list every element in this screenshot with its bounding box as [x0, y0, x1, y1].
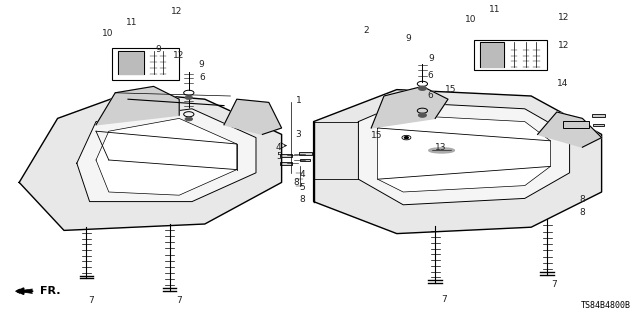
Polygon shape [378, 115, 550, 192]
FancyBboxPatch shape [280, 162, 292, 165]
Text: 4: 4 [300, 170, 305, 179]
Text: 5: 5 [300, 183, 305, 192]
Polygon shape [358, 102, 570, 205]
Polygon shape [480, 42, 504, 67]
FancyBboxPatch shape [299, 152, 312, 155]
Polygon shape [118, 51, 144, 74]
Ellipse shape [429, 148, 454, 153]
Text: 12: 12 [558, 41, 570, 50]
Text: 2: 2 [363, 26, 369, 35]
Text: TS84B4800B: TS84B4800B [580, 301, 630, 310]
Text: 11: 11 [489, 5, 500, 14]
Text: 11: 11 [126, 18, 138, 27]
Text: 15: 15 [371, 132, 383, 140]
Text: 9: 9 [198, 60, 204, 69]
Text: 12: 12 [173, 51, 184, 60]
Text: 8: 8 [300, 196, 305, 204]
Polygon shape [96, 118, 237, 195]
Text: 10: 10 [102, 29, 114, 38]
Text: 7: 7 [88, 296, 94, 305]
Polygon shape [224, 99, 282, 134]
Text: 12: 12 [558, 13, 570, 22]
Text: 6: 6 [428, 71, 433, 80]
Text: 7: 7 [551, 280, 557, 289]
Circle shape [185, 96, 193, 100]
Polygon shape [19, 93, 282, 230]
Polygon shape [77, 109, 256, 202]
Text: 5: 5 [276, 152, 282, 161]
Text: 8: 8 [579, 196, 585, 204]
Text: 6: 6 [428, 92, 433, 100]
Bar [112, 48, 179, 80]
Text: 10: 10 [465, 15, 477, 24]
Circle shape [185, 117, 193, 121]
FancyBboxPatch shape [593, 124, 604, 126]
FancyBboxPatch shape [280, 154, 292, 157]
Polygon shape [371, 86, 448, 128]
Text: 6: 6 [200, 73, 205, 82]
Text: 3: 3 [296, 130, 301, 139]
Text: 12: 12 [171, 7, 182, 16]
Polygon shape [96, 86, 179, 125]
Text: 4: 4 [276, 143, 282, 152]
Circle shape [404, 137, 408, 139]
Text: 7: 7 [441, 295, 447, 304]
Polygon shape [314, 90, 602, 234]
Circle shape [419, 86, 426, 90]
Text: 13: 13 [435, 143, 447, 152]
Circle shape [419, 113, 426, 117]
Text: FR.: FR. [40, 286, 60, 296]
Text: 1: 1 [296, 96, 301, 105]
Bar [474, 40, 547, 70]
FancyBboxPatch shape [592, 114, 605, 117]
Polygon shape [538, 112, 602, 147]
FancyBboxPatch shape [300, 159, 310, 161]
Text: 9: 9 [429, 54, 435, 63]
Text: 7: 7 [177, 296, 182, 305]
Text: 8: 8 [579, 208, 585, 217]
Text: 9: 9 [156, 45, 161, 54]
Text: 14: 14 [557, 79, 568, 88]
Text: 8: 8 [294, 178, 300, 187]
FancyBboxPatch shape [563, 121, 589, 128]
Text: 15: 15 [445, 85, 456, 94]
Text: 9: 9 [406, 34, 412, 43]
